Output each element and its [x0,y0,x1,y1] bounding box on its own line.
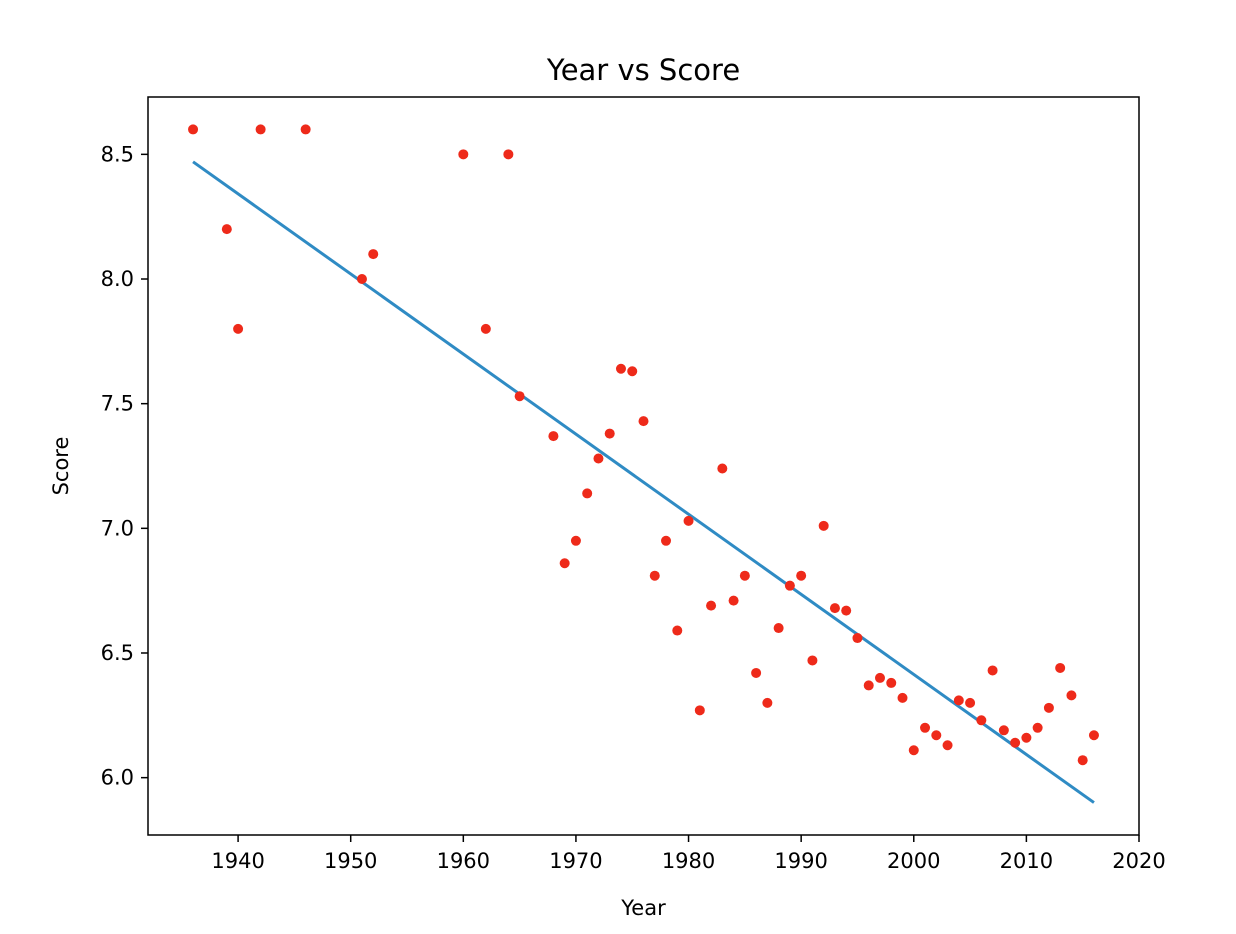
data-point [987,665,998,676]
chart-title: Year vs Score [546,53,740,87]
data-point [503,149,514,160]
data-point [942,740,953,751]
data-point [784,580,795,591]
data-point [931,730,942,741]
data-point [897,692,908,703]
data-point [717,463,728,474]
data-point [965,697,976,708]
data-point [356,274,367,285]
data-point [1066,690,1077,701]
data-point [1077,755,1088,766]
data-point [751,667,762,678]
data-point [649,570,660,581]
data-point [773,623,784,634]
data-point [368,249,379,260]
trend-line [192,160,1095,804]
data-point [739,570,750,581]
data-point [998,725,1009,736]
data-point [559,558,570,569]
data-point [852,633,863,644]
plot-marks [188,124,1099,804]
x-tick-label: 2000 [887,849,940,873]
x-tick-label: 1990 [774,849,827,873]
data-point [1088,730,1099,741]
y-tick-label: 6.0 [101,766,134,790]
data-point [920,722,931,733]
data-point [1021,732,1032,743]
plot-frame [147,96,1140,836]
x-tick-label: 1960 [437,849,490,873]
data-point [807,655,818,666]
data-point [863,680,874,691]
data-point [672,625,683,636]
data-point [480,323,491,334]
data-point [300,124,311,135]
data-point [627,366,638,377]
x-tick-label: 1980 [662,849,715,873]
data-point [570,535,581,546]
data-point [188,124,199,135]
x-tick-label: 2010 [1000,849,1053,873]
y-tick-label: 7.0 [101,516,134,540]
data-point [683,515,694,526]
data-point [829,603,840,614]
data-point [694,705,705,716]
data-point [1032,722,1043,733]
data-point [1010,737,1021,748]
y-axis-label: Score [49,437,73,496]
y-tick-label: 8.5 [101,142,134,166]
data-point [976,715,987,726]
data-point [661,535,672,546]
data-point [886,677,897,688]
y-axis: 6.0 6.5 7.0 7.5 8.0 8.5 [101,142,148,790]
data-point [514,391,525,402]
data-point [233,323,244,334]
data-point [604,428,615,439]
data-point [255,124,266,135]
data-point [762,697,773,708]
data-point [874,672,885,683]
data-point [615,363,626,374]
x-tick-label: 2020 [1112,849,1165,873]
data-point [908,745,919,756]
data-point [548,431,559,442]
data-point [796,570,807,581]
data-point [706,600,717,611]
data-point [638,416,649,427]
data-point [953,695,964,706]
data-point [818,520,829,531]
data-point [593,453,604,464]
x-axis-label: Year [620,896,666,920]
x-axis: 1940 1950 1960 1970 1980 1990 2000 2010 2020 [211,835,1166,873]
y-tick-label: 7.5 [101,392,134,416]
x-tick-label: 1950 [324,849,377,873]
data-point [1043,702,1054,713]
data-point [582,488,593,499]
x-tick-label: 1970 [549,849,602,873]
data-point [221,224,232,235]
data-point [841,605,852,616]
y-tick-label: 6.5 [101,641,134,665]
data-point [1055,662,1066,673]
x-tick-label: 1940 [211,849,264,873]
data-point [458,149,469,160]
y-tick-label: 8.0 [101,267,134,291]
data-point [728,595,739,606]
